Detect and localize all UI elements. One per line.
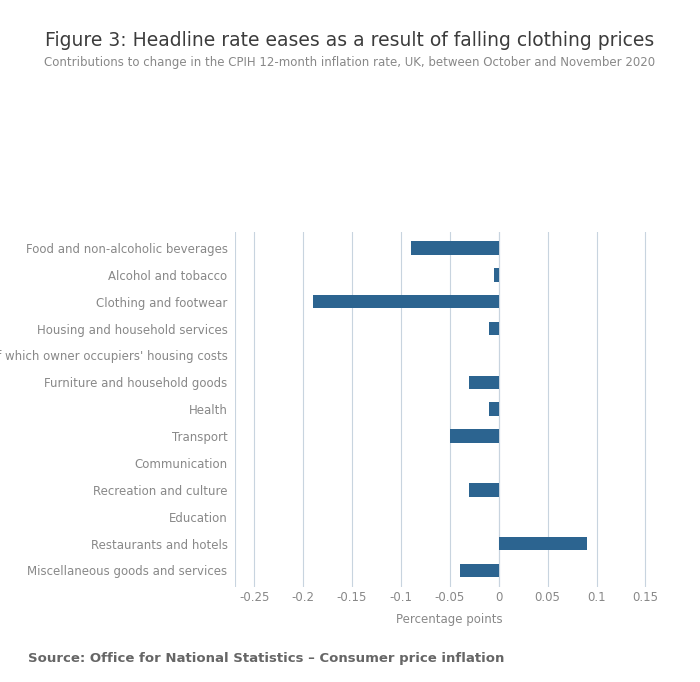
Text: Contributions to change in the CPIH 12-month inflation rate, UK, between October: Contributions to change in the CPIH 12-m… (44, 56, 656, 69)
Text: Source: Office for National Statistics – Consumer price inflation: Source: Office for National Statistics –… (28, 652, 505, 665)
Bar (469, 376, 498, 389)
Bar (489, 402, 498, 416)
Bar (411, 241, 498, 254)
Bar (313, 295, 498, 308)
Text: Figure 3: Headline rate eases as a result of falling clothing prices: Figure 3: Headline rate eases as a resul… (46, 31, 655, 50)
X-axis label: Percentage points: Percentage points (396, 612, 503, 625)
Bar (489, 322, 498, 336)
Bar (494, 268, 498, 282)
Bar (469, 483, 498, 496)
Bar (459, 564, 498, 577)
Bar (449, 430, 498, 443)
Bar (498, 537, 587, 550)
